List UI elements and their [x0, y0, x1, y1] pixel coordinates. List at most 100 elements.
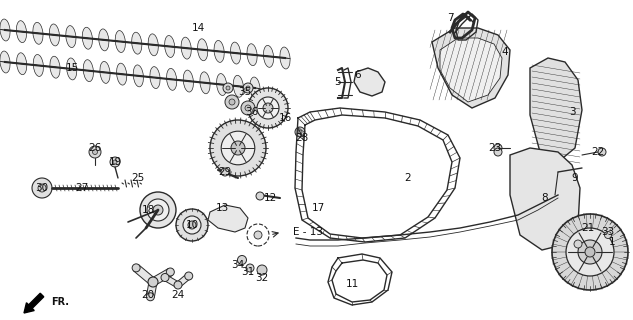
Circle shape — [132, 264, 140, 272]
Ellipse shape — [133, 65, 144, 87]
Text: 7: 7 — [447, 13, 453, 23]
Circle shape — [140, 192, 176, 228]
Ellipse shape — [49, 24, 60, 46]
Text: 14: 14 — [191, 23, 204, 33]
Circle shape — [188, 221, 196, 229]
Circle shape — [148, 277, 158, 287]
Circle shape — [146, 293, 154, 301]
Ellipse shape — [150, 67, 160, 89]
Polygon shape — [530, 58, 582, 162]
Circle shape — [221, 131, 255, 165]
Circle shape — [585, 247, 595, 257]
Text: 13: 13 — [215, 203, 229, 213]
Circle shape — [243, 83, 253, 93]
Circle shape — [248, 88, 288, 128]
Text: 33: 33 — [601, 227, 615, 237]
Text: 21: 21 — [581, 223, 594, 233]
Text: 20: 20 — [141, 290, 154, 300]
Circle shape — [605, 231, 611, 238]
Ellipse shape — [280, 47, 290, 69]
Ellipse shape — [216, 74, 227, 95]
Circle shape — [298, 130, 302, 134]
Polygon shape — [432, 28, 510, 108]
Polygon shape — [151, 268, 172, 285]
Ellipse shape — [230, 42, 241, 64]
Text: 11: 11 — [346, 279, 359, 289]
Circle shape — [32, 178, 52, 198]
Circle shape — [210, 120, 266, 176]
Circle shape — [494, 148, 502, 156]
Text: 22: 22 — [591, 147, 605, 157]
Ellipse shape — [83, 60, 94, 82]
Polygon shape — [354, 68, 385, 96]
Circle shape — [226, 86, 230, 90]
Polygon shape — [134, 265, 156, 285]
Circle shape — [254, 231, 262, 239]
Ellipse shape — [247, 44, 257, 66]
Text: 4: 4 — [502, 47, 508, 57]
Text: 9: 9 — [572, 173, 579, 183]
Ellipse shape — [233, 75, 244, 97]
Polygon shape — [146, 281, 157, 298]
Text: 18: 18 — [141, 205, 154, 215]
Text: 16: 16 — [279, 113, 292, 123]
Circle shape — [574, 240, 582, 248]
Circle shape — [161, 274, 169, 282]
Circle shape — [113, 160, 117, 164]
Circle shape — [246, 264, 254, 272]
Text: 15: 15 — [65, 63, 78, 73]
Text: 24: 24 — [172, 290, 185, 300]
Circle shape — [38, 184, 46, 192]
Polygon shape — [176, 274, 191, 287]
Circle shape — [578, 240, 602, 264]
Text: 32: 32 — [255, 273, 268, 283]
Ellipse shape — [82, 27, 92, 49]
Ellipse shape — [200, 72, 210, 94]
Text: 30: 30 — [35, 183, 49, 193]
Circle shape — [494, 144, 502, 152]
Circle shape — [225, 95, 239, 109]
Circle shape — [147, 199, 169, 221]
Circle shape — [231, 141, 245, 155]
Text: FR.: FR. — [51, 297, 69, 307]
Ellipse shape — [100, 61, 110, 83]
Circle shape — [89, 146, 101, 158]
Text: 3: 3 — [568, 107, 575, 117]
Ellipse shape — [183, 70, 194, 92]
Ellipse shape — [99, 29, 109, 51]
Text: 10: 10 — [185, 220, 199, 230]
Ellipse shape — [66, 58, 77, 80]
Text: E - 13: E - 13 — [293, 227, 323, 237]
Circle shape — [245, 105, 251, 111]
Text: 5: 5 — [335, 77, 341, 87]
Text: 23: 23 — [489, 143, 501, 153]
Circle shape — [174, 281, 182, 289]
Text: 2: 2 — [404, 173, 411, 183]
Ellipse shape — [214, 40, 224, 62]
Text: 8: 8 — [542, 193, 548, 203]
Ellipse shape — [166, 68, 177, 90]
Text: 35: 35 — [239, 87, 252, 97]
Text: 6: 6 — [354, 70, 361, 80]
Ellipse shape — [250, 77, 260, 99]
Text: 19: 19 — [108, 157, 122, 167]
Circle shape — [246, 86, 250, 90]
Circle shape — [598, 148, 606, 156]
Ellipse shape — [33, 54, 44, 76]
Circle shape — [176, 209, 208, 241]
Ellipse shape — [16, 21, 27, 43]
Circle shape — [221, 168, 229, 176]
Ellipse shape — [115, 31, 125, 52]
Circle shape — [241, 101, 255, 115]
Circle shape — [153, 205, 163, 215]
Circle shape — [223, 83, 233, 93]
Circle shape — [110, 157, 120, 167]
Polygon shape — [208, 205, 248, 232]
Text: 25: 25 — [132, 173, 144, 183]
Circle shape — [295, 127, 305, 137]
Ellipse shape — [116, 63, 127, 85]
Text: 26: 26 — [89, 143, 102, 153]
Text: 34: 34 — [232, 260, 244, 270]
Ellipse shape — [132, 32, 142, 54]
Circle shape — [229, 99, 235, 105]
